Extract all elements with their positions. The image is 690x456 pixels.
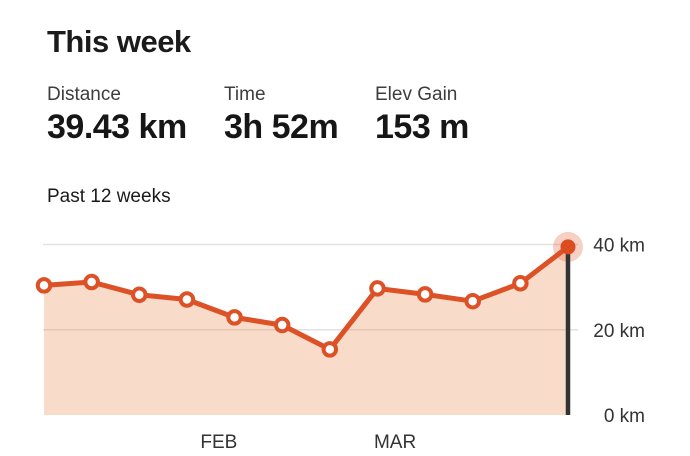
page-title: This week: [47, 24, 191, 59]
chart-area[interactable]: 40 km 20 km 0 km FEB MAR: [0, 230, 690, 456]
stat-time: Time 3h 52m: [224, 84, 375, 145]
month-label-feb: FEB: [200, 432, 237, 453]
month-label-mar: MAR: [374, 432, 416, 453]
y-axis-label-40km: 40 km: [593, 236, 645, 257]
week-marker-2[interactable]: [131, 286, 148, 304]
week-marker-0[interactable]: [35, 277, 53, 294]
week-marker-8[interactable]: [416, 286, 434, 303]
stats-row: Distance 39.43 km Time 3h 52m Elev Gain …: [47, 84, 469, 145]
stat-distance: Distance 39.43 km: [47, 84, 224, 145]
area-fill: [44, 246, 568, 415]
weekly-distance-chart[interactable]: 40 km 20 km 0 km FEB MAR: [0, 230, 690, 456]
week-marker-10[interactable]: [512, 275, 529, 292]
chart-heading: Past 12 weeks: [47, 186, 171, 207]
week-marker-3[interactable]: [178, 291, 196, 308]
stat-distance-value: 39.43 km: [47, 108, 187, 146]
week-marker-9[interactable]: [464, 292, 481, 310]
week-marker-4[interactable]: [226, 309, 243, 326]
stat-time-value: 3h 52m: [224, 108, 339, 146]
y-axis-label-20km: 20 km: [593, 321, 645, 342]
stat-distance-label: Distance: [47, 84, 121, 105]
week-marker-7[interactable]: [369, 280, 386, 297]
stat-time-label: Time: [224, 84, 266, 105]
current-week-bar: [565, 247, 571, 415]
current-week-dot[interactable]: [560, 239, 576, 255]
week-marker-6[interactable]: [321, 341, 339, 358]
stat-elev-gain-value: 153 m: [375, 108, 469, 146]
y-axis-label-0km: 0 km: [604, 406, 645, 427]
week-marker-1[interactable]: [83, 273, 100, 291]
week-marker-5[interactable]: [273, 316, 291, 334]
stat-elev-gain-label: Elev Gain: [375, 84, 458, 105]
stat-elev-gain: Elev Gain 153 m: [375, 84, 469, 145]
